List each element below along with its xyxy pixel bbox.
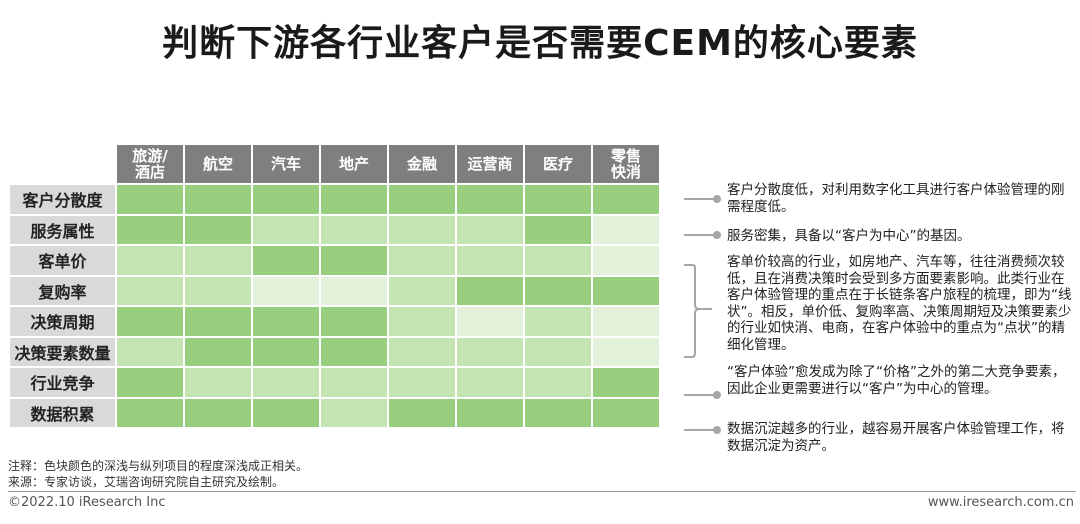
- heatmap-cell: [523, 335, 593, 368]
- matrix-row: 决策要素数量: [8, 335, 661, 368]
- matrix-row: 客户分散度: [8, 183, 661, 216]
- matrix-row: 数据积累: [8, 396, 661, 429]
- heatmap-cell: [523, 396, 593, 429]
- heatmap-cell: [591, 183, 661, 216]
- heatmap-cell: [387, 305, 457, 338]
- heatmap-cell: [319, 305, 389, 338]
- connector-dot: [713, 231, 721, 239]
- heatmap-cell: [251, 213, 321, 246]
- heatmap-cell: [523, 305, 593, 338]
- connector-dot: [713, 391, 721, 399]
- heatmap-cell: [183, 213, 253, 246]
- heatmap-cell: [455, 213, 525, 246]
- heatmap-cell: [319, 366, 389, 399]
- heatmap-cell: [387, 183, 457, 216]
- heatmap-cell: [455, 366, 525, 399]
- heatmap-cell: [251, 396, 321, 429]
- heatmap-cell: [387, 335, 457, 368]
- heatmap-cell: [319, 213, 389, 246]
- page-title: 判断下游各行业客户是否需要CEM的核心要素: [162, 23, 918, 64]
- matrix-row: 行业竞争: [8, 366, 661, 399]
- row-header: 行业竞争: [8, 366, 117, 399]
- heatmap-cell: [251, 244, 321, 277]
- connector-dot: [713, 195, 721, 203]
- heatmap-cell: [387, 213, 457, 246]
- connector-dot: [713, 426, 721, 434]
- heatmap-cell: [319, 335, 389, 368]
- note-industry-competition: “客户体验”愈发成为除了“价格”之外的第二大竞争要素，因此企业更需要进行以“客户…: [727, 364, 1066, 397]
- heatmap-cell: [523, 183, 593, 216]
- heatmap-cell: [455, 244, 525, 277]
- heatmap-cell: [183, 244, 253, 277]
- connector-bracket: [684, 264, 701, 358]
- heatmap-cell: [183, 366, 253, 399]
- col-header: 医疗: [523, 143, 593, 185]
- heatmap-cell: [591, 244, 661, 277]
- heatmap-cell: [591, 366, 661, 399]
- row-header: 客户分散度: [8, 183, 117, 216]
- heatmap-cell: [251, 366, 321, 399]
- column-header-row: 旅游/酒店 航空 汽车 地产 金融 运营商 医疗 零售 快消: [8, 143, 661, 185]
- row-header: 决策要素数量: [8, 335, 117, 368]
- heatmap-cell: [455, 183, 525, 216]
- heatmap-cell: [455, 274, 525, 307]
- heatmap-cell: [183, 274, 253, 307]
- heatmap-cell: [523, 213, 593, 246]
- matrix-body: 客户分散度 服务属性 客单价 复购率 决策周期 决策要素数量 行业竞争 数据积累: [8, 183, 661, 429]
- heatmap-cell: [591, 213, 661, 246]
- heatmap-cell: [319, 396, 389, 429]
- footnote-source: 来源：专家访谈，艾瑞咨询研究院自主研究及绘制。: [8, 475, 285, 489]
- heatmap-cell: [183, 396, 253, 429]
- heatmap-cell: [183, 183, 253, 216]
- heatmap-cell: [183, 305, 253, 338]
- heatmap-cell: [387, 244, 457, 277]
- heatmap-cell: [115, 213, 185, 246]
- heatmap-cell: [115, 305, 185, 338]
- note-price-decision: 客单价较高的行业，如房地产、汽车等，往往消费频次较低，且在消费决策时会受到多方面…: [727, 254, 1072, 353]
- heatmap-cell: [115, 244, 185, 277]
- heatmap-cell: [387, 274, 457, 307]
- heatmap-cell: [455, 335, 525, 368]
- row-header: 服务属性: [8, 213, 117, 246]
- footer-divider: [8, 491, 1076, 492]
- heatmap-cell: [319, 183, 389, 216]
- heatmap-cell: [591, 305, 661, 338]
- note-data-accumulation: 数据沉淀越多的行业，越容易开展客户体验管理工作，将数据沉淀为资产。: [727, 421, 1065, 454]
- matrix-corner: [8, 143, 117, 185]
- col-header: 地产: [319, 143, 389, 185]
- col-header: 旅游/酒店: [115, 143, 185, 185]
- col-header: 航空: [183, 143, 253, 185]
- website-link[interactable]: www.iresearch.com.cn: [927, 495, 1074, 510]
- row-header: 决策周期: [8, 305, 117, 338]
- heatmap-cell: [455, 305, 525, 338]
- col-header: 金融: [387, 143, 457, 185]
- matrix-row: 服务属性: [8, 213, 661, 246]
- cem-factor-matrix: 旅游/酒店 航空 汽车 地产 金融 运营商 医疗 零售 快消 客户分散度 服务属性客…: [8, 143, 661, 429]
- heatmap-cell: [387, 396, 457, 429]
- col-header: 汽车: [251, 143, 321, 185]
- col-header: 运营商: [455, 143, 525, 185]
- heatmap-cell: [115, 274, 185, 307]
- matrix-row: 决策周期: [8, 305, 661, 338]
- heatmap-cell: [455, 396, 525, 429]
- footnote-annotation: 注释：色块颜色的深浅与纵列项目的程度深浅成正相关。: [8, 459, 309, 473]
- matrix-row: 客单价: [8, 244, 661, 277]
- heatmap-cell: [523, 274, 593, 307]
- heatmap-cell: [115, 366, 185, 399]
- col-header: 零售 快消: [591, 143, 661, 185]
- note-service-attribute: 服务密集，具备以“客户为中心”的基因。: [727, 228, 971, 244]
- row-header: 客单价: [8, 244, 117, 277]
- heatmap-cell: [591, 396, 661, 429]
- row-header: 数据积累: [8, 396, 117, 429]
- heatmap-cell: [115, 183, 185, 216]
- heatmap-cell: [251, 274, 321, 307]
- heatmap-cell: [115, 396, 185, 429]
- row-header: 复购率: [8, 274, 117, 307]
- matrix-row: 复购率: [8, 274, 661, 307]
- note-customer-dispersion: 客户分散度低，对利用数字化工具进行客户体验管理的刚需程度低。: [727, 182, 1065, 215]
- copyright: ©2022.10 iResearch Inc: [8, 495, 166, 510]
- heatmap-cell: [251, 183, 321, 216]
